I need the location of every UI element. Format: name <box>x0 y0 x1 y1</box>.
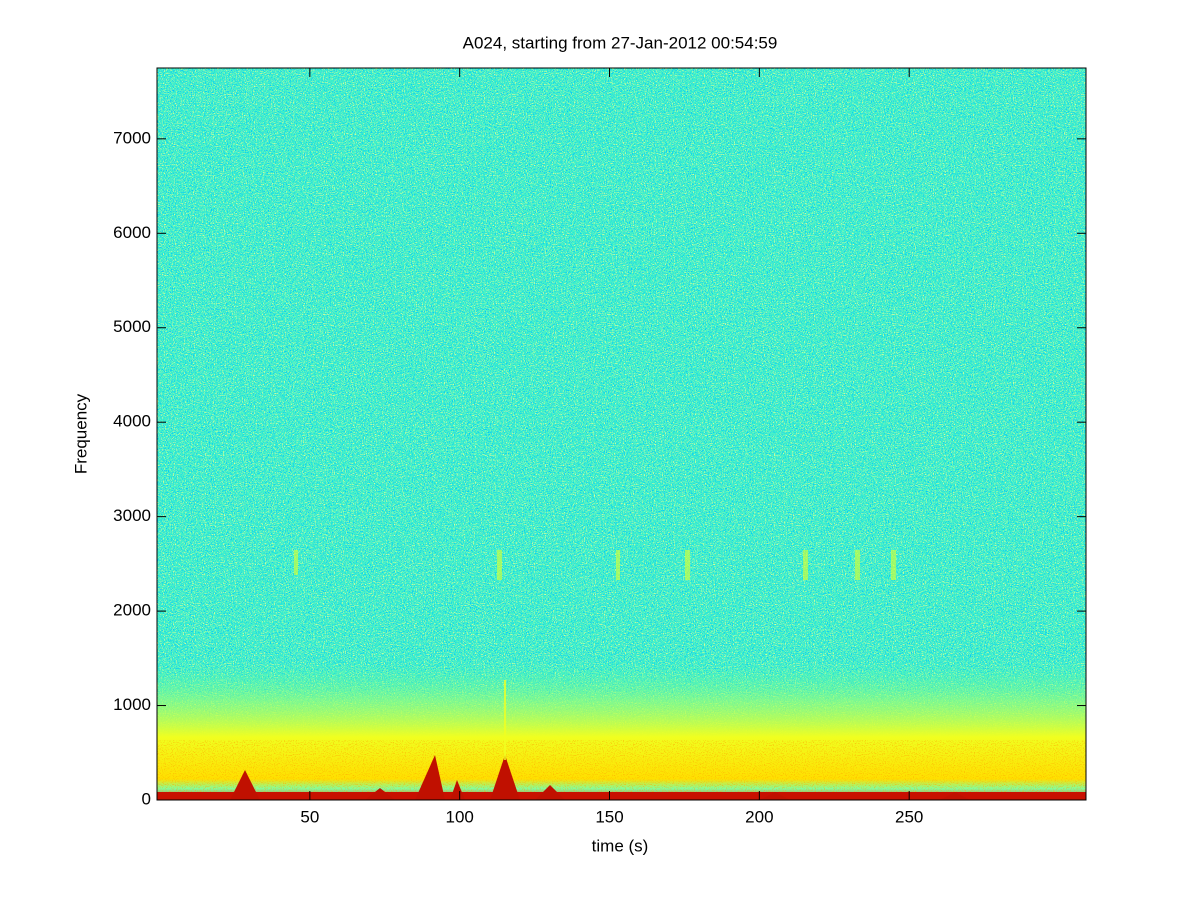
y-tick-label: 0 <box>142 789 151 808</box>
y-tick-label: 6000 <box>113 223 151 242</box>
x-axis-label: time (s) <box>592 836 649 855</box>
x-tick-label: 150 <box>595 807 623 826</box>
x-tick-label: 250 <box>895 807 923 826</box>
y-tick-label: 3000 <box>113 506 151 525</box>
x-tick-label: 100 <box>445 807 473 826</box>
axes-box <box>156 67 1087 801</box>
y-axis-label: Frequency <box>71 393 90 474</box>
y-tick-label: 1000 <box>113 695 151 714</box>
y-tick-label: 5000 <box>113 317 151 336</box>
spectrogram-image <box>157 68 1086 800</box>
chart-title: A024, starting from 27-Jan-2012 00:54:59 <box>463 33 778 52</box>
y-tick-label: 4000 <box>113 412 151 431</box>
x-tick-label: 200 <box>745 807 773 826</box>
y-tick-label: 2000 <box>113 601 151 620</box>
y-tick-label: 7000 <box>113 128 151 147</box>
x-tick-label: 50 <box>300 807 319 826</box>
